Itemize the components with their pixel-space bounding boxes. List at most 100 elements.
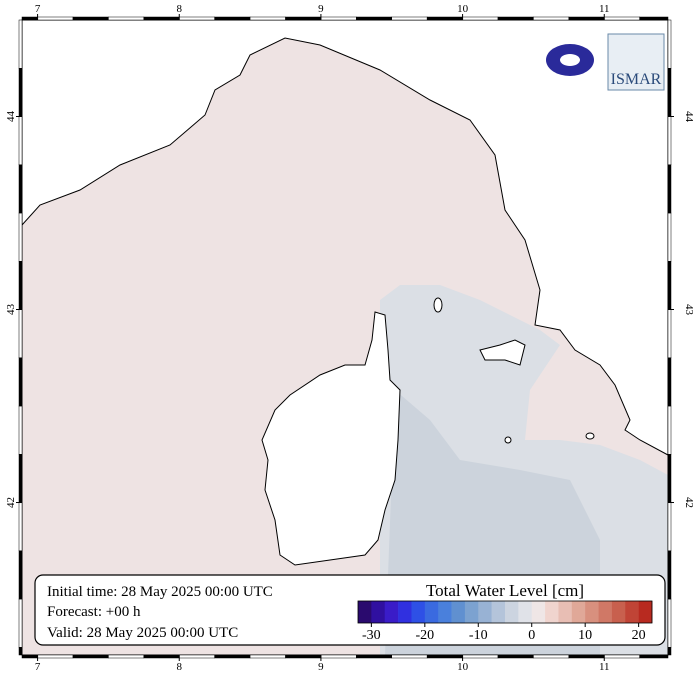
border-segment [568, 654, 605, 659]
logo-mark [607, 33, 665, 91]
border-segment [667, 405, 672, 455]
colorbar-frame [357, 600, 653, 624]
border-segment [426, 16, 463, 21]
border-segment [214, 16, 251, 21]
colorbar-swatch [438, 601, 452, 623]
border-segment [604, 16, 640, 21]
x-tick-label: 8 [177, 3, 183, 15]
colorbar-swatch [638, 601, 653, 623]
border-segment [18, 309, 23, 359]
colorbar-swatch [371, 601, 386, 623]
info-initial: Initial time: 28 May 2025 00:00 UTC [47, 584, 273, 600]
island [479, 339, 526, 366]
y-tick-label: 43 [5, 304, 17, 316]
border-segment [667, 309, 672, 359]
island [585, 432, 595, 440]
border-segment [18, 502, 23, 552]
border-segment [667, 261, 672, 310]
border-segment [249, 16, 286, 21]
border-segment [179, 654, 215, 659]
border-segment [18, 261, 23, 310]
border-segment [667, 116, 672, 166]
border-segment [667, 68, 672, 117]
colorbar-tick-label: -10 [469, 628, 488, 643]
y-tick-label: 44 [683, 111, 695, 123]
border-segment [667, 598, 672, 648]
coastline [21, 37, 669, 456]
border-segment [533, 16, 570, 21]
border-segment [667, 454, 672, 503]
y-tick-label: 42 [5, 497, 17, 508]
colorbar-tick-label: -30 [362, 628, 381, 643]
border-segment [568, 16, 605, 21]
border-segment [21, 16, 38, 21]
logo-mark [560, 54, 580, 66]
colorbar-tick-label: 10 [578, 628, 592, 643]
colorbar-swatch [451, 601, 466, 623]
colorbar-swatch [384, 601, 399, 623]
info-valid: Valid: 28 May 2025 00:00 UTC [47, 625, 238, 641]
border-segment [37, 16, 74, 21]
colorbar-swatch [424, 601, 439, 623]
border-segment [179, 16, 215, 21]
colorbar-swatch [358, 601, 372, 623]
border-segment [18, 357, 23, 407]
colorbar-swatch [398, 601, 412, 623]
x-tick-label: 10 [457, 661, 469, 673]
x-tick-label: 11 [599, 3, 610, 15]
x-tick-label: 9 [318, 3, 324, 15]
island [504, 436, 512, 444]
border-segment [667, 550, 672, 600]
border-segment [18, 116, 23, 166]
border-segment [18, 68, 23, 117]
colorbar-swatch [611, 601, 626, 623]
border-segment [462, 16, 499, 21]
border-segment [356, 654, 393, 659]
x-tick-label: 10 [457, 3, 469, 15]
colorbar-tick-label: 0 [528, 628, 535, 643]
border-segment [497, 16, 534, 21]
y-tick-label: 44 [5, 111, 17, 123]
colorbar-swatch [585, 601, 599, 623]
colorbar-swatch [545, 601, 559, 623]
colorbar-title: Total Water Level [cm] [426, 581, 584, 600]
border-segment [667, 647, 672, 656]
y-tick-label: 42 [683, 497, 695, 508]
border-segment [143, 654, 180, 659]
x-tick-label: 8 [177, 661, 183, 673]
border-segment [72, 16, 109, 21]
border-segment [108, 16, 145, 21]
border-segment [462, 654, 499, 659]
border-segment [391, 654, 428, 659]
border-segment [18, 598, 23, 648]
colorbar-swatch [464, 601, 479, 623]
colorbar-swatch [478, 601, 492, 623]
logos: ISMAR [530, 32, 666, 92]
border-segment [285, 654, 322, 659]
x-tick-label: 9 [318, 661, 324, 673]
border-segment [72, 654, 109, 659]
border-segment [667, 502, 672, 552]
x-tick-label: 7 [35, 3, 41, 15]
border-segment [285, 16, 322, 21]
x-tick-label: 11 [599, 661, 610, 673]
y-tick-label: 43 [683, 304, 695, 316]
colorbar-swatch [598, 601, 613, 623]
colorbar-swatch [558, 601, 573, 623]
border-segment [497, 654, 534, 659]
island [433, 297, 443, 313]
border-segment [108, 654, 145, 659]
colorbar-swatch [505, 601, 519, 623]
colorbar-swatch [518, 601, 533, 623]
border-segment [18, 405, 23, 455]
border-segment [143, 16, 180, 21]
colorbar-swatch [571, 601, 586, 623]
border-segment [667, 19, 672, 69]
border-segment [18, 164, 23, 214]
colorbar-tick-label: -20 [415, 628, 434, 643]
border-segment [667, 164, 672, 214]
border-segment [320, 654, 357, 659]
border-segment [18, 212, 23, 262]
border-segment [667, 357, 672, 407]
